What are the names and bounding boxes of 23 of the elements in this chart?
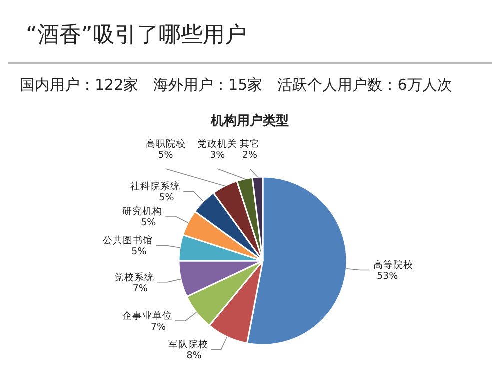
text: 机构用户类型 bbox=[210, 112, 290, 130]
data-label: 2% bbox=[242, 150, 258, 161]
data-label: 3% bbox=[210, 150, 226, 161]
data-label: 7% bbox=[132, 283, 148, 294]
data-label: 5% bbox=[132, 246, 147, 258]
slice-label: 研究机构 bbox=[122, 206, 163, 218]
data-label: 53% bbox=[377, 271, 398, 282]
slice-label: 高等院校 bbox=[374, 259, 414, 272]
slice-label: 党校系统 bbox=[114, 271, 154, 284]
slice-label: 企事业单位 bbox=[122, 310, 173, 322]
data-label: 8% bbox=[186, 350, 202, 362]
slice-label: 军队院校 bbox=[168, 338, 208, 351]
slice-label: 其它 bbox=[240, 138, 260, 150]
data-label: 5% bbox=[159, 192, 174, 204]
data-label: 7% bbox=[151, 322, 166, 334]
slice-label: 党政机关 bbox=[198, 138, 238, 150]
data-label: 5% bbox=[141, 218, 156, 229]
chart-subtitle: 国内用户：122家 海外用户：15家 活跃个人用户数：6万人次 bbox=[20, 76, 452, 95]
slice-label: 社科院系统 bbox=[130, 180, 181, 193]
slice-label: 公共图书馆 bbox=[103, 234, 154, 247]
data-label: 5% bbox=[158, 150, 174, 161]
slice-label: 高职院校 bbox=[146, 138, 186, 150]
chart-title: “酒香”吸引了哪些用户 bbox=[26, 22, 247, 50]
